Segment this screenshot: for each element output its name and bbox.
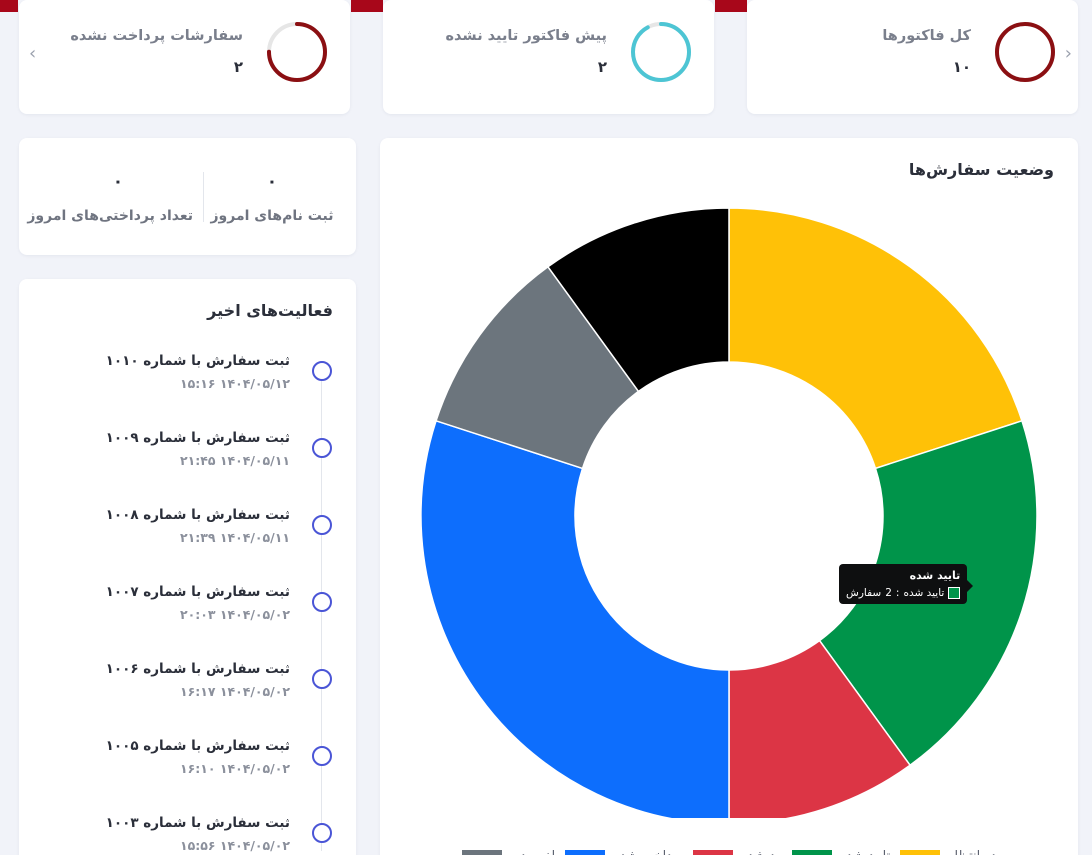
chevron-right-icon[interactable]: › xyxy=(1064,43,1072,64)
tooltip-title: تایید شده xyxy=(909,569,961,582)
today-registrations-value: ۰ xyxy=(266,172,278,192)
activity-title: ثبت سفارش با شماره ۱۰۰۵ xyxy=(105,738,290,754)
today-payments-value: ۰ xyxy=(112,172,124,192)
donut-chart[interactable] xyxy=(380,138,1078,818)
stat-card-unconfirmed-proforma: پیش فاکتور تایید نشده ۲ xyxy=(383,0,714,114)
activity-item: ثبت سفارش با شماره ۱۰۰۳ ۱۴۰۴/۰۵/۰۲ ۱۵:۵۶ xyxy=(50,815,290,853)
progress-ring xyxy=(995,22,1055,82)
timeline-dot-icon xyxy=(312,515,332,535)
legend-label: پرداخت شده xyxy=(613,849,683,855)
activity-time: ۱۴۰۴/۰۵/۰۲ ۱۵:۵۶ xyxy=(179,838,290,853)
header-strip-3 xyxy=(715,0,747,12)
today-registrations: ۰ ثبت نام‌های امروز xyxy=(197,138,347,255)
legend-item[interactable]: تایید شده xyxy=(791,849,891,855)
donut-slice[interactable] xyxy=(546,207,730,393)
donut-slice[interactable] xyxy=(420,419,730,818)
donut-slice[interactable] xyxy=(728,207,1023,470)
legend-label: در انتظار xyxy=(948,849,996,855)
section-title: فعالیت‌های اخیر xyxy=(207,301,333,320)
legend-item[interactable]: پرداخت شده xyxy=(565,849,683,855)
stat-value: ۱۰ xyxy=(952,58,971,76)
donut-slice[interactable] xyxy=(728,639,912,818)
legend-item[interactable]: در انتظار xyxy=(900,849,996,855)
header-strip-2 xyxy=(351,0,383,12)
timeline-dot-icon xyxy=(312,592,332,612)
timeline-dot-icon xyxy=(312,746,332,766)
today-payments: ۰ تعداد پرداختی‌های امروز xyxy=(27,138,193,255)
stat-title: پیش فاکتور تایید نشده xyxy=(445,28,608,44)
chart-tooltip: تایید شده تایید شده: 2 سفارش xyxy=(839,564,974,604)
legend-label: رد شده xyxy=(741,849,782,855)
divider xyxy=(203,172,204,222)
tooltip-unit: سفارش xyxy=(846,587,882,599)
today-stats-card: ۰ ثبت نام‌های امروز ۰ تعداد پرداختی‌های … xyxy=(19,138,356,255)
activity-title: ثبت سفارش با شماره ۱۰۰۹ xyxy=(105,430,290,446)
timeline-dot-icon xyxy=(312,361,332,381)
stat-value: ۲ xyxy=(233,58,243,76)
legend-item[interactable]: رد شده xyxy=(692,849,782,855)
legend-swatch xyxy=(692,850,733,855)
legend-item[interactable]: لغو مدیر xyxy=(461,849,556,855)
chart-title: وضعیت سفارش‌ها xyxy=(908,160,1054,179)
stat-value: ۲ xyxy=(597,58,607,76)
activity-title: ثبت سفارش با شماره ۱۰۰۸ xyxy=(105,507,290,523)
today-registrations-label: ثبت نام‌های امروز xyxy=(210,208,334,224)
activity-title: ثبت سفارش با شماره ۱۰۱۰ xyxy=(105,353,290,369)
chevron-left-icon[interactable]: ‹ xyxy=(29,43,37,64)
tooltip-caret xyxy=(967,580,974,592)
tooltip-value: 2 xyxy=(885,587,892,599)
activity-time: ۱۴۰۴/۰۵/۱۱ ۲۱:۳۹ xyxy=(179,530,290,545)
activity-item: ثبت سفارش با شماره ۱۰۰۸ ۱۴۰۴/۰۵/۱۱ ۲۱:۳۹ xyxy=(50,507,290,545)
legend-label: لغو مدیر xyxy=(510,849,556,855)
activity-title: ثبت سفارش با شماره ۱۰۰۷ xyxy=(105,584,290,600)
timeline-dot-icon xyxy=(312,823,332,843)
progress-ring xyxy=(267,22,327,82)
activity-item: ثبت سفارش با شماره ۱۰۱۰ ۱۴۰۴/۰۵/۱۲ ۱۵:۱۶ xyxy=(50,353,290,391)
activity-title: ثبت سفارش با شماره ۱۰۰۳ xyxy=(105,815,290,831)
activity-item: ثبت سفارش با شماره ۱۰۰۵ ۱۴۰۴/۰۵/۰۲ ۱۶:۱۰ xyxy=(50,738,290,776)
today-payments-label: تعداد پرداختی‌های امروز xyxy=(27,208,193,224)
activity-item: ثبت سفارش با شماره ۱۰۰۶ ۱۴۰۴/۰۵/۰۲ ۱۶:۱۷ xyxy=(50,661,290,699)
timeline-dot-icon xyxy=(312,438,332,458)
legend-label: تایید شده xyxy=(840,849,891,855)
progress-ring xyxy=(631,22,691,82)
legend-swatch xyxy=(565,850,606,855)
stat-title: سفارشات پرداخت نشده xyxy=(70,28,243,44)
tooltip-colon: : xyxy=(895,587,900,599)
timeline-dot-icon xyxy=(312,669,332,689)
activity-title: ثبت سفارش با شماره ۱۰۰۶ xyxy=(105,661,290,677)
activity-item: ثبت سفارش با شماره ۱۰۰۷ ۱۴۰۴/۰۵/۰۲ ۲۰:۰۳ xyxy=(50,584,290,622)
recent-activities-card: فعالیت‌های اخیر ثبت سفارش با شماره ۱۰۱۰ ۱… xyxy=(19,279,356,855)
activity-time: ۱۴۰۴/۰۵/۰۲ ۱۶:۱۰ xyxy=(179,761,290,776)
orders-status-chart-card: وضعیت سفارش‌ها تایید شده تایید شده: 2 سف… xyxy=(380,138,1078,855)
stat-card-unpaid-orders: سفارشات پرداخت نشده ۲ ‹ xyxy=(19,0,350,114)
activity-time: ۱۴۰۴/۰۵/۱۲ ۱۵:۱۶ xyxy=(179,376,290,391)
tooltip-swatch xyxy=(948,587,961,599)
stat-card-total-invoices: کل فاکتورها ۱۰ › xyxy=(747,0,1078,114)
legend-swatch xyxy=(900,850,941,855)
tooltip-body: تایید شده: 2 سفارش xyxy=(846,587,961,599)
tooltip-label: تایید شده xyxy=(903,587,945,599)
legend-swatch xyxy=(461,850,502,855)
stat-title: کل فاکتورها xyxy=(882,28,971,44)
activity-time: ۱۴۰۴/۰۵/۱۱ ۲۱:۴۵ xyxy=(179,453,290,468)
activity-time: ۱۴۰۴/۰۵/۰۲ ۲۰:۰۳ xyxy=(179,607,290,622)
legend-swatch xyxy=(791,850,832,855)
header-strip-1 xyxy=(0,0,18,12)
activity-time: ۱۴۰۴/۰۵/۰۲ ۱۶:۱۷ xyxy=(179,684,290,699)
activity-item: ثبت سفارش با شماره ۱۰۰۹ ۱۴۰۴/۰۵/۱۱ ۲۱:۴۵ xyxy=(50,430,290,468)
chart-legend: در انتظار تایید شده رد شده پرداخت شده لغو مد… xyxy=(380,849,1078,855)
